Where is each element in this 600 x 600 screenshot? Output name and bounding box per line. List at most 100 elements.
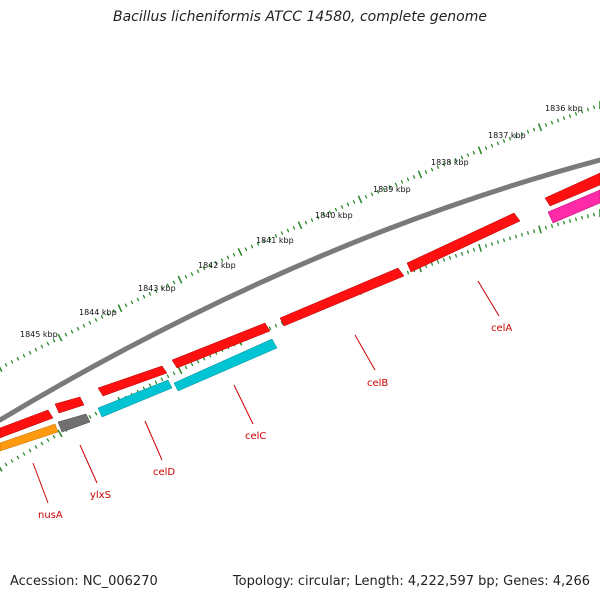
minor-tick: [148, 383, 152, 388]
minor-tick: [256, 241, 260, 246]
gene-arrow-orange[interactable]: [0, 423, 59, 452]
minor-tick: [580, 215, 584, 220]
minor-tick: [172, 371, 176, 376]
minor-tick: [154, 289, 158, 293]
minor-tick: [136, 297, 140, 302]
minor-tick: [280, 231, 284, 236]
minor-tick: [160, 286, 164, 290]
minor-tick: [94, 318, 98, 322]
gene-arrow[interactable]: [171, 322, 271, 369]
gene-label-celD[interactable]: celD: [153, 467, 175, 478]
minor-tick: [64, 332, 68, 337]
major-tick: [177, 275, 183, 284]
minor-tick: [472, 247, 476, 252]
minor-tick: [88, 320, 92, 325]
major-tick: [478, 243, 482, 252]
minor-tick: [334, 207, 338, 212]
minor-tick: [436, 165, 440, 170]
minor-tick: [574, 111, 578, 116]
minor-tick: [532, 229, 536, 234]
minor-tick: [40, 441, 44, 446]
minor-tick: [484, 146, 488, 150]
minor-tick: [514, 134, 518, 139]
minor-tick: [166, 283, 170, 288]
gene-arrow[interactable]: [54, 396, 85, 414]
minor-tick: [40, 344, 44, 349]
tick-label-1843: 1843 kbp: [138, 284, 176, 293]
minor-tick: [88, 414, 92, 419]
minor-tick: [220, 258, 224, 263]
minor-tick: [544, 123, 548, 127]
minor-tick: [406, 270, 410, 275]
minor-tick: [388, 184, 392, 189]
minor-tick: [514, 234, 518, 239]
minor-tick: [586, 107, 590, 112]
gene-label-celC[interactable]: celC: [245, 431, 266, 442]
minor-tick: [172, 280, 176, 285]
tick-label-1840: 1840 kbp: [315, 211, 353, 220]
major-tick: [297, 221, 303, 230]
gene-arrow[interactable]: [0, 409, 54, 439]
minor-tick: [16, 356, 20, 361]
gene-arrow[interactable]: [544, 172, 600, 207]
minor-tick: [76, 326, 80, 331]
minor-tick: [4, 363, 8, 367]
minor-tick: [28, 448, 32, 453]
minor-tick: [580, 109, 584, 114]
minor-tick: [520, 132, 524, 137]
minor-tick: [22, 452, 26, 456]
minor-tick: [574, 217, 578, 222]
tick-label-1841: 1841 kbp: [256, 236, 294, 245]
minor-tick: [274, 233, 278, 238]
minor-tick: [214, 261, 218, 265]
major-tick: [177, 366, 183, 375]
genome-summary-text: Topology: circular; Length: 4,222,597 bp…: [232, 574, 590, 589]
minor-tick: [130, 300, 134, 305]
gene-arrow[interactable]: [279, 267, 405, 327]
major-tick: [477, 146, 483, 155]
minor-tick: [376, 189, 380, 194]
minor-tick: [562, 220, 566, 225]
accession-text: Accession: NC_006270: [10, 574, 158, 589]
minor-tick: [226, 255, 230, 260]
minor-tick: [490, 143, 494, 148]
minor-tick: [556, 118, 560, 123]
minor-tick: [340, 205, 344, 209]
gene-arrow-pink[interactable]: [547, 189, 600, 224]
major-tick: [537, 123, 543, 132]
minor-tick: [568, 114, 572, 118]
minor-tick: [46, 341, 50, 346]
minor-tick: [532, 127, 536, 132]
minor-tick: [502, 139, 506, 143]
minor-tick: [592, 212, 596, 217]
gene-arrow-gray[interactable]: [57, 413, 91, 433]
gene-arrow-cyan[interactable]: [97, 379, 173, 418]
minor-tick: [352, 200, 356, 204]
minor-tick: [454, 157, 458, 162]
minor-tick: [424, 170, 428, 174]
tick-label-1836: 1836 kbp: [545, 104, 583, 113]
minor-tick: [124, 303, 128, 308]
minor-tick: [34, 347, 38, 352]
minor-tick: [154, 380, 158, 385]
gene-arrow-cyan[interactable]: [173, 338, 278, 392]
gene-arrow[interactable]: [406, 212, 521, 273]
minor-tick: [550, 120, 554, 125]
minor-tick: [160, 377, 164, 382]
gene-label-leaders: [32, 280, 500, 504]
minor-tick: [268, 326, 272, 331]
gene-label-celB[interactable]: celB: [367, 378, 388, 389]
major-tick: [357, 195, 363, 204]
minor-tick: [544, 225, 548, 230]
minor-tick: [370, 192, 374, 197]
gene-label-ylxS[interactable]: ylxS: [90, 490, 111, 501]
gene-label-nusA[interactable]: nusA: [38, 510, 63, 521]
minor-tick: [550, 224, 554, 228]
gene-arrow[interactable]: [97, 365, 168, 397]
minor-tick: [22, 353, 26, 358]
minor-tick: [286, 228, 290, 233]
gene-label-celA[interactable]: celA: [491, 323, 512, 334]
minor-tick: [184, 365, 188, 370]
tick-label-1842: 1842 kbp: [198, 261, 236, 270]
map-title: Bacillus licheniformis ATCC 14580, compl…: [113, 9, 487, 25]
